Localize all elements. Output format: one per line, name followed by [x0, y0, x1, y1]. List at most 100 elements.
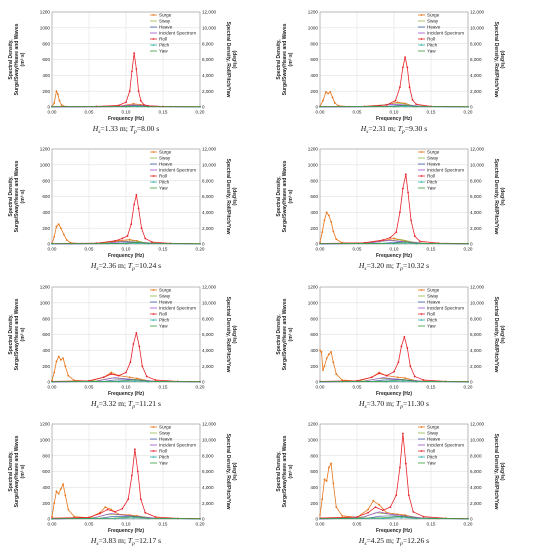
- x-tick-label: 0.05: [85, 110, 94, 115]
- y-right-tick-label: 2,000: [470, 226, 482, 231]
- data-point-surge: [404, 377, 406, 379]
- data-point-roll: [137, 90, 140, 93]
- y-left-tick-label: 1000: [40, 300, 51, 305]
- data-point-roll: [151, 241, 153, 243]
- data-point-surge: [327, 92, 330, 95]
- data-point-roll: [401, 66, 404, 69]
- legend-label-heave: Heave: [427, 437, 441, 442]
- y-left-tick-label: 0: [315, 517, 318, 522]
- data-point-surge: [53, 235, 56, 238]
- y-right-tick-label: 12,000: [470, 285, 484, 290]
- data-point-surge: [128, 238, 131, 241]
- y-left-tick-label: 200: [310, 364, 318, 369]
- data-point-surge: [323, 219, 326, 222]
- y-left-tick-label: 1200: [308, 285, 319, 290]
- data-point-roll: [138, 345, 141, 348]
- y-right-tick-label: 10,000: [470, 437, 484, 442]
- legend-label-pitch: Pitch: [427, 455, 438, 460]
- data-point-roll: [126, 235, 129, 237]
- y-left-tick-label: 1000: [40, 25, 51, 30]
- legend-marker-surge: [152, 426, 155, 428]
- y-left-axis-label: (m²·s): [288, 189, 294, 203]
- x-tick-label: 0.10: [122, 247, 131, 252]
- y-right-tick-label: 0: [202, 105, 205, 110]
- data-point-roll: [133, 203, 136, 206]
- legend-label-sway: Sway: [427, 294, 439, 299]
- data-point-roll: [144, 511, 147, 514]
- x-tick-label: 0.20: [196, 385, 205, 390]
- y-right-tick-label: 8,000: [202, 41, 214, 46]
- x-axis-label: Frequency (Hz): [376, 391, 412, 397]
- y-left-tick-label: 1000: [308, 162, 319, 167]
- legend-marker-roll: [420, 450, 423, 452]
- legend-label-roll: Roll: [159, 312, 167, 317]
- legend-marker-pitch: [152, 43, 155, 46]
- data-point-surge: [330, 351, 332, 353]
- y-right-tick-label: 8,000: [470, 41, 482, 46]
- data-point-roll: [128, 90, 131, 93]
- y-right-tick-label: 6,000: [470, 469, 482, 474]
- x-tick-label: 0.15: [427, 247, 436, 252]
- data-point-roll: [389, 236, 392, 239]
- x-tick-label: 0.05: [353, 247, 362, 252]
- x-axis-label: Frequency (Hz): [376, 116, 412, 122]
- y-left-tick-label: 400: [42, 485, 50, 490]
- x-tick-label: 0.15: [159, 247, 168, 252]
- y-left-tick-label: 800: [310, 316, 318, 321]
- y-left-tick-label: 600: [310, 194, 318, 199]
- data-point-surge: [73, 515, 76, 518]
- data-point-surge: [53, 371, 56, 374]
- y-left-tick-label: 1000: [308, 25, 319, 30]
- legend-label-incident-spectrum: Incident Spectrum: [159, 31, 196, 36]
- y-left-tick-label: 1200: [308, 147, 319, 152]
- y-left-tick-label: 400: [42, 210, 50, 215]
- y-left-axis-label: Surge/Sway/Heave and Waves: [282, 298, 288, 370]
- data-point-pitch: [401, 379, 404, 382]
- data-point-surge: [110, 508, 113, 511]
- x-tick-label: 0.00: [48, 110, 57, 115]
- legend-label-pitch: Pitch: [427, 43, 438, 48]
- y-left-tick-label: 200: [310, 89, 318, 94]
- data-point-surge: [341, 379, 344, 381]
- data-point-surge: [367, 508, 369, 511]
- plot-frame: [319, 423, 469, 520]
- data-point-roll: [406, 347, 409, 349]
- y-left-tick-label: 1200: [40, 285, 51, 290]
- data-point-roll: [370, 376, 373, 379]
- data-point-roll: [397, 361, 400, 364]
- legend-marker-surge: [420, 289, 423, 291]
- data-point-surge: [330, 220, 332, 223]
- x-tick-label: 0.15: [427, 522, 436, 527]
- data-point-roll: [154, 516, 157, 518]
- y-right-axis-label: (deg²/s): [231, 187, 237, 205]
- data-point-pitch: [136, 105, 139, 108]
- data-point-surge: [325, 480, 328, 482]
- y-right-tick-label: 6,000: [470, 194, 482, 199]
- legend-label-heave: Heave: [159, 25, 173, 30]
- data-point-surge: [59, 488, 62, 490]
- legend-marker-roll: [420, 313, 423, 315]
- series-line-yaw: [51, 379, 201, 383]
- y-right-tick-label: 4,000: [202, 485, 214, 490]
- y-left-tick-label: 800: [310, 453, 318, 458]
- legend-label-incident-spectrum: Incident Spectrum: [427, 443, 464, 448]
- x-tick-label: 0.15: [427, 385, 436, 390]
- y-right-tick-label: 4,000: [202, 210, 214, 215]
- y-right-tick-label: 6,000: [202, 194, 214, 199]
- x-tick-label: 0.20: [464, 110, 473, 115]
- data-point-roll: [410, 219, 412, 222]
- legend-label-yaw: Yaw: [427, 186, 436, 191]
- series-line-roll: [319, 174, 469, 245]
- data-point-roll: [121, 507, 124, 510]
- y-left-axis-label: (m²·s): [288, 52, 294, 66]
- x-tick-label: 0.05: [85, 522, 94, 527]
- x-tick-label: 0.20: [196, 247, 205, 252]
- y-right-tick-label: 0: [202, 242, 205, 247]
- y-right-axis-label: (deg²/s): [499, 325, 505, 343]
- legend-label-pitch: Pitch: [427, 318, 438, 323]
- y-left-tick-label: 1000: [40, 437, 51, 442]
- data-point-roll: [394, 99, 397, 102]
- y-right-axis-label: Spectral Density, Roll/Pitch/Yaw: [493, 434, 499, 510]
- chart-panel-4: 0 200 400 600 800 1000 1200 0 2,000 4,000 6,000 8,0…: [276, 147, 505, 272]
- panel-caption: Hs=3.32 m; Tp=11.21 s: [90, 399, 161, 410]
